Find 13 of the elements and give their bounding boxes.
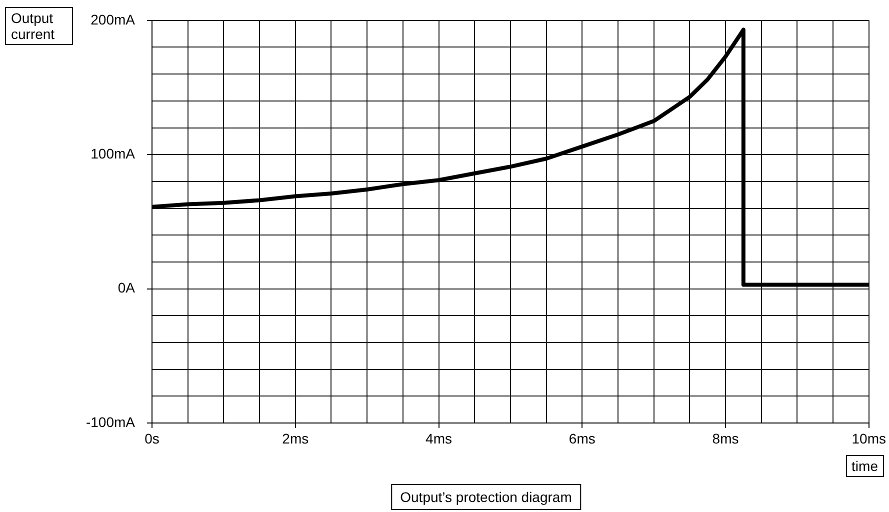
text: Output’s protection diagram bbox=[391, 484, 581, 510]
y-tick-label: 200mA bbox=[90, 11, 136, 28]
y-axis-title: Output current bbox=[5, 7, 73, 45]
y-tick-label: -100mA bbox=[86, 414, 136, 430]
y-tick-label: 100mA bbox=[90, 145, 136, 162]
x-tick-label: 4ms bbox=[426, 430, 452, 446]
x-tick-label: 2ms bbox=[282, 430, 309, 446]
x-tick-label: 10ms bbox=[852, 430, 886, 446]
x-tick-label: 6ms bbox=[568, 430, 596, 446]
x-tick-label: 8ms bbox=[712, 430, 739, 446]
x-axis-title: time bbox=[846, 455, 884, 477]
y-tick-label: 0A bbox=[118, 280, 136, 296]
x-tick-label: 0s bbox=[144, 430, 160, 446]
